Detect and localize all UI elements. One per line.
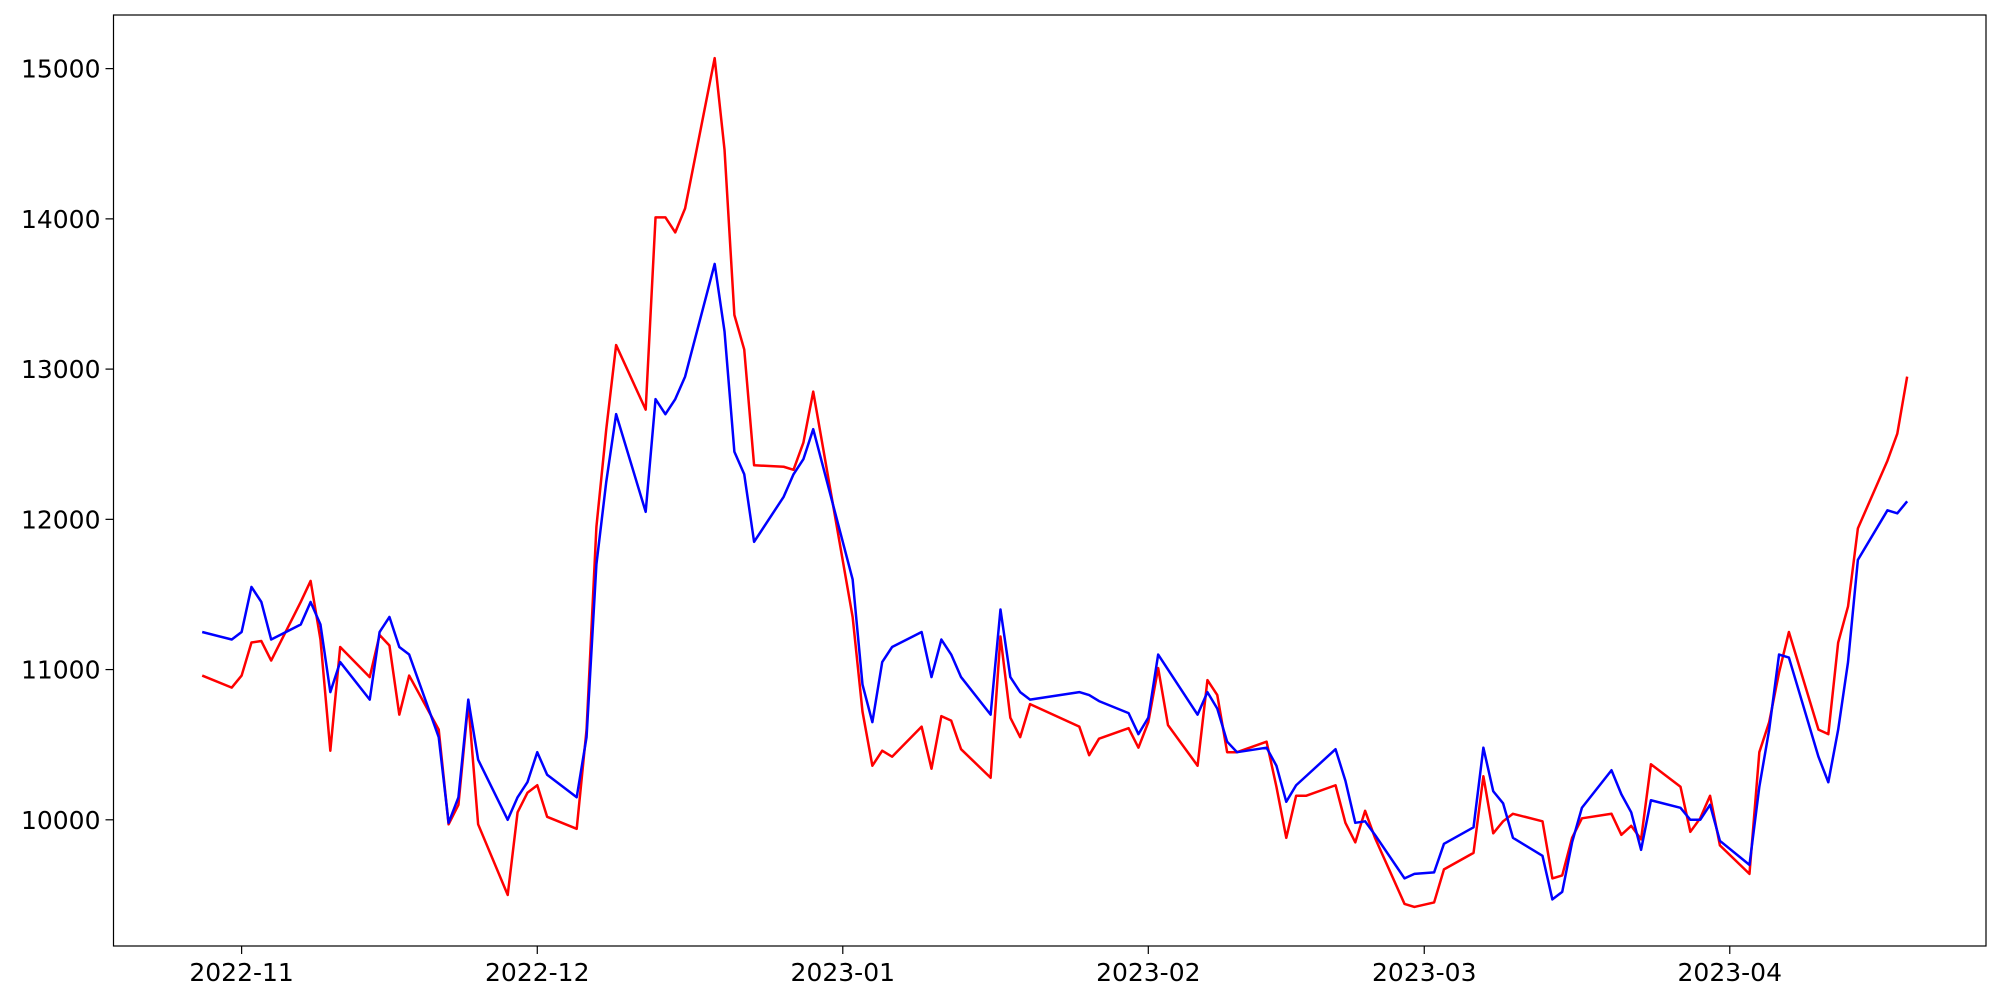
y-tick-label: 13000 [21, 355, 101, 384]
y-tick-label: 11000 [21, 656, 101, 685]
data-line [201, 262, 1909, 901]
x-tick-label: 2023-04 [1678, 958, 1782, 987]
x-tick-label: 2023-01 [791, 958, 895, 987]
x-tick-label: 2023-02 [1096, 958, 1200, 987]
y-tick-label: 15000 [21, 55, 101, 84]
x-tick-label: 2022-12 [485, 958, 589, 987]
y-tick-label: 12000 [21, 505, 101, 534]
y-tick-label: 10000 [21, 806, 101, 835]
plot-frame [112, 14, 1987, 947]
data-line [201, 56, 1909, 909]
x-tick-label: 2022-11 [189, 958, 293, 987]
x-tick-label: 2023-03 [1372, 958, 1476, 987]
y-tick-label: 14000 [21, 205, 101, 234]
